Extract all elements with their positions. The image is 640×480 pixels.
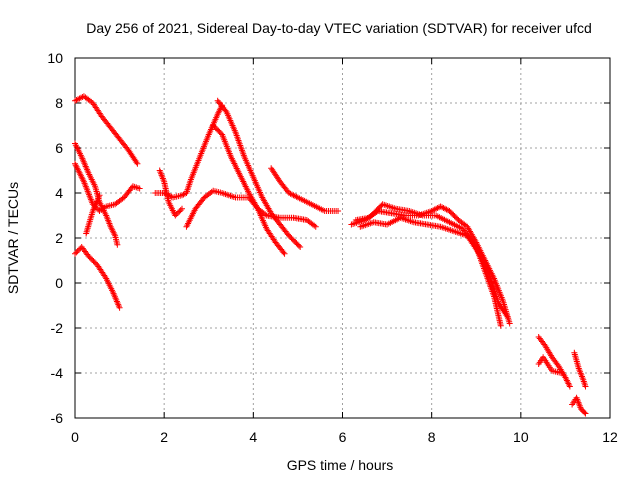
series-track-14 xyxy=(357,214,511,320)
grid xyxy=(75,58,610,418)
data-point xyxy=(582,383,589,390)
data-point xyxy=(134,160,141,167)
y-tick-label: 10 xyxy=(47,50,63,66)
x-tick-label: 12 xyxy=(602,429,618,445)
tick-labels: 0 2 4 6 8 10 12 -6 -4 -2 0 2 4 6 8 10 xyxy=(47,50,618,445)
series-track-16 xyxy=(535,354,564,376)
series-track-18 xyxy=(569,394,589,417)
y-tick-label: 6 xyxy=(55,140,63,156)
data-point xyxy=(208,188,215,195)
series-track-9 xyxy=(210,122,288,257)
x-tick-label: 0 xyxy=(71,429,79,445)
data-point xyxy=(90,258,97,265)
data-point xyxy=(215,127,222,134)
data-point xyxy=(136,185,143,192)
series-track-15 xyxy=(535,334,573,390)
data-point xyxy=(497,322,504,329)
data-point xyxy=(179,205,185,212)
x-tick-label: 4 xyxy=(249,429,257,445)
data-points xyxy=(72,93,589,417)
data-point xyxy=(451,213,458,220)
data-point xyxy=(506,320,513,327)
data-point xyxy=(447,209,454,216)
series-track-5 xyxy=(72,244,123,311)
y-tick-label: 0 xyxy=(55,275,63,291)
x-tick-label: 10 xyxy=(513,429,529,445)
data-point xyxy=(297,244,304,250)
series-track-17 xyxy=(571,349,589,390)
y-axis-label: SDTVAR / TECUs xyxy=(5,182,21,294)
data-point xyxy=(295,242,302,249)
data-point xyxy=(449,210,456,217)
data-point xyxy=(72,250,78,257)
data-point xyxy=(450,211,457,218)
x-tick-label: 6 xyxy=(339,429,347,445)
data-point xyxy=(211,123,218,130)
data-point xyxy=(212,125,219,132)
y-tick-label: 2 xyxy=(55,230,63,246)
data-point xyxy=(210,122,217,129)
data-point xyxy=(96,192,103,199)
data-point xyxy=(581,409,588,416)
data-point xyxy=(116,304,123,311)
series-track-1 xyxy=(72,93,141,167)
series-track-10 xyxy=(214,97,304,250)
series-track-4 xyxy=(83,192,103,237)
data-point xyxy=(452,214,459,221)
data-point xyxy=(504,313,511,320)
data-point xyxy=(200,195,207,202)
y-tick-label: 4 xyxy=(55,185,63,201)
data-point xyxy=(91,259,98,266)
data-point xyxy=(173,211,180,218)
data-point xyxy=(281,250,288,257)
data-point xyxy=(446,208,453,214)
chart-title: Day 256 of 2021, Sidereal Day-to-day VTE… xyxy=(86,20,592,36)
y-tick-label: -6 xyxy=(51,410,64,426)
data-point xyxy=(557,370,564,376)
data-point xyxy=(335,208,342,214)
x-axis-label: GPS time / hours xyxy=(287,457,394,473)
data-point xyxy=(85,253,92,259)
y-tick-label: -4 xyxy=(51,365,64,381)
y-tick-label: 8 xyxy=(55,95,63,111)
data-point xyxy=(174,209,181,216)
data-point xyxy=(114,241,121,248)
data-point xyxy=(311,222,318,229)
series-track-7 xyxy=(156,167,185,219)
data-point xyxy=(86,254,93,261)
data-point xyxy=(293,193,300,200)
data-point xyxy=(177,207,184,214)
series-track-11 xyxy=(268,165,342,214)
series-track-2 xyxy=(72,140,121,248)
data-point xyxy=(216,128,223,135)
x-tick-label: 8 xyxy=(428,429,436,445)
data-point xyxy=(119,195,126,202)
data-point xyxy=(312,223,319,230)
data-point xyxy=(74,248,81,255)
data-point xyxy=(222,107,229,114)
data-point xyxy=(176,208,183,215)
x-tick-label: 2 xyxy=(160,429,168,445)
data-point xyxy=(582,410,589,417)
series-track-3 xyxy=(72,160,143,214)
data-point xyxy=(566,383,573,390)
data-point xyxy=(280,249,287,256)
data-point xyxy=(262,211,269,218)
data-point xyxy=(89,256,96,263)
data-point xyxy=(172,212,179,219)
axis-ticks xyxy=(74,57,611,419)
data-point xyxy=(214,126,221,133)
data-point xyxy=(73,249,80,256)
data-point xyxy=(217,130,224,137)
data-point xyxy=(87,255,94,262)
y-tick-label: -2 xyxy=(51,320,64,336)
